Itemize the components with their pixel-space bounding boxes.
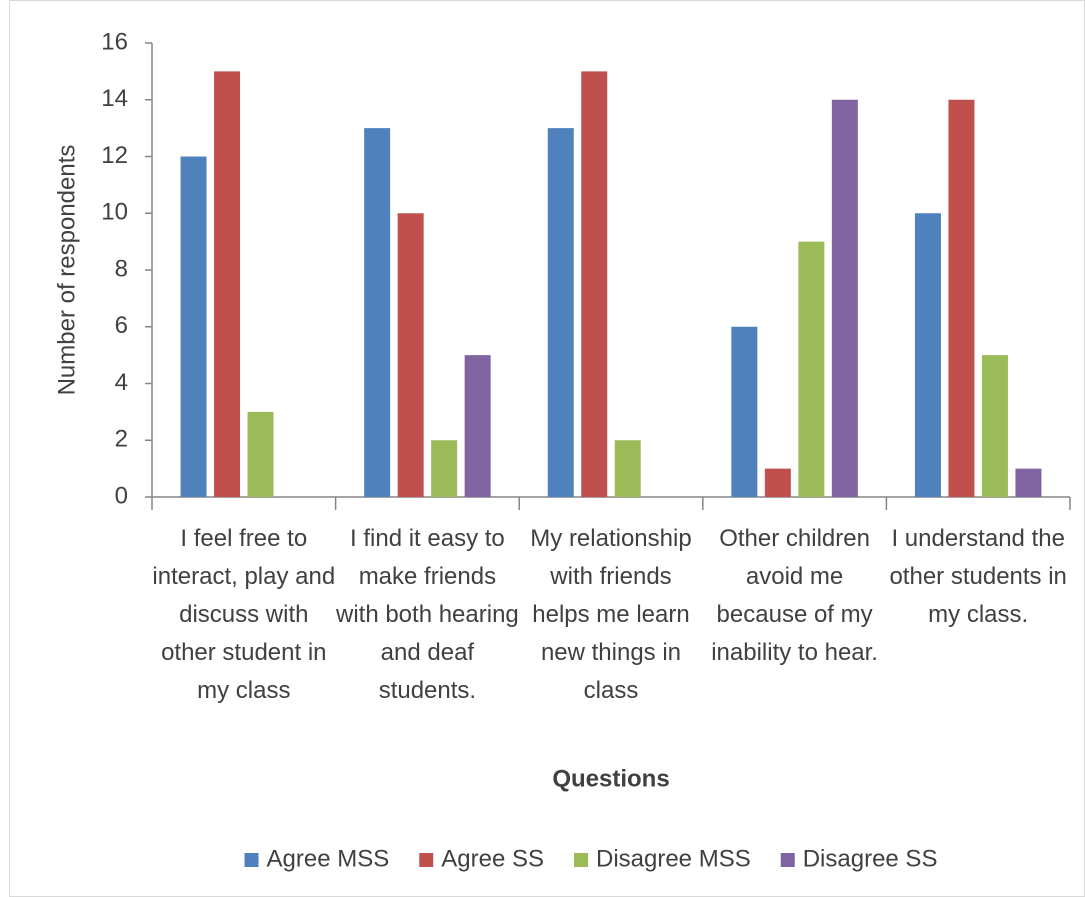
legend-item: Agree SS	[419, 845, 544, 872]
bar	[914, 213, 941, 497]
y-tick-label: 10	[101, 199, 128, 226]
bar	[180, 156, 207, 497]
bar	[831, 99, 858, 497]
bar	[731, 326, 758, 497]
legend-swatch	[244, 853, 259, 867]
legend-label: Disagree MSS	[596, 845, 751, 872]
legend-swatch	[780, 853, 795, 867]
legend-swatch	[573, 853, 588, 867]
bar	[1015, 468, 1042, 497]
legend-label: Agree MSS	[267, 845, 390, 872]
bar	[214, 71, 241, 497]
bar	[981, 355, 1008, 497]
x-tick-label: I feel free to interact, play and discus…	[152, 525, 336, 704]
x-tick-label: I find it easy to make friends with both…	[335, 525, 519, 704]
bar	[397, 213, 424, 497]
bar	[614, 440, 641, 497]
legend-label: Agree SS	[441, 845, 544, 872]
x-tick-label-box: I find it easy to make friends with both…	[335, 525, 519, 704]
x-tick-label-box: I understand the other students in my cl…	[889, 525, 1067, 628]
y-tick-label: 2	[115, 426, 128, 453]
bar	[431, 440, 458, 497]
y-tick-label: 12	[101, 142, 128, 169]
y-tick-label: 4	[115, 369, 128, 396]
x-tick-label-box: My relationship with friends helps me le…	[530, 525, 692, 704]
x-tick-label-box: I feel free to interact, play and discus…	[152, 525, 336, 704]
bar	[464, 355, 491, 497]
x-tick-label: My relationship with friends helps me le…	[530, 525, 692, 704]
bar	[948, 99, 975, 497]
y-tick-label: 8	[115, 255, 128, 282]
bar	[764, 468, 791, 497]
x-tick-label-box: Other children avoid me because of my in…	[711, 525, 878, 666]
legend-label: Disagree SS	[803, 845, 938, 872]
y-axis-label: Number of respondents	[53, 145, 80, 396]
x-tick-label: Other children avoid me because of my in…	[711, 525, 878, 666]
x-axis-label: Questions	[552, 765, 669, 792]
bar	[798, 241, 825, 497]
legend-item: Agree MSS	[244, 845, 390, 872]
y-tick-label: 16	[101, 28, 128, 55]
legend-swatch	[419, 853, 434, 867]
y-tick-label: 0	[115, 482, 128, 509]
bar	[581, 71, 608, 497]
bar	[364, 128, 391, 497]
legend-item: Disagree SS	[780, 845, 938, 872]
bar	[247, 411, 274, 497]
y-tick-label: 14	[101, 85, 128, 112]
y-tick-label: 6	[115, 312, 128, 339]
x-tick-label: I understand the other students in my cl…	[889, 525, 1067, 628]
bar	[547, 128, 574, 497]
legend-item: Disagree MSS	[573, 845, 751, 872]
